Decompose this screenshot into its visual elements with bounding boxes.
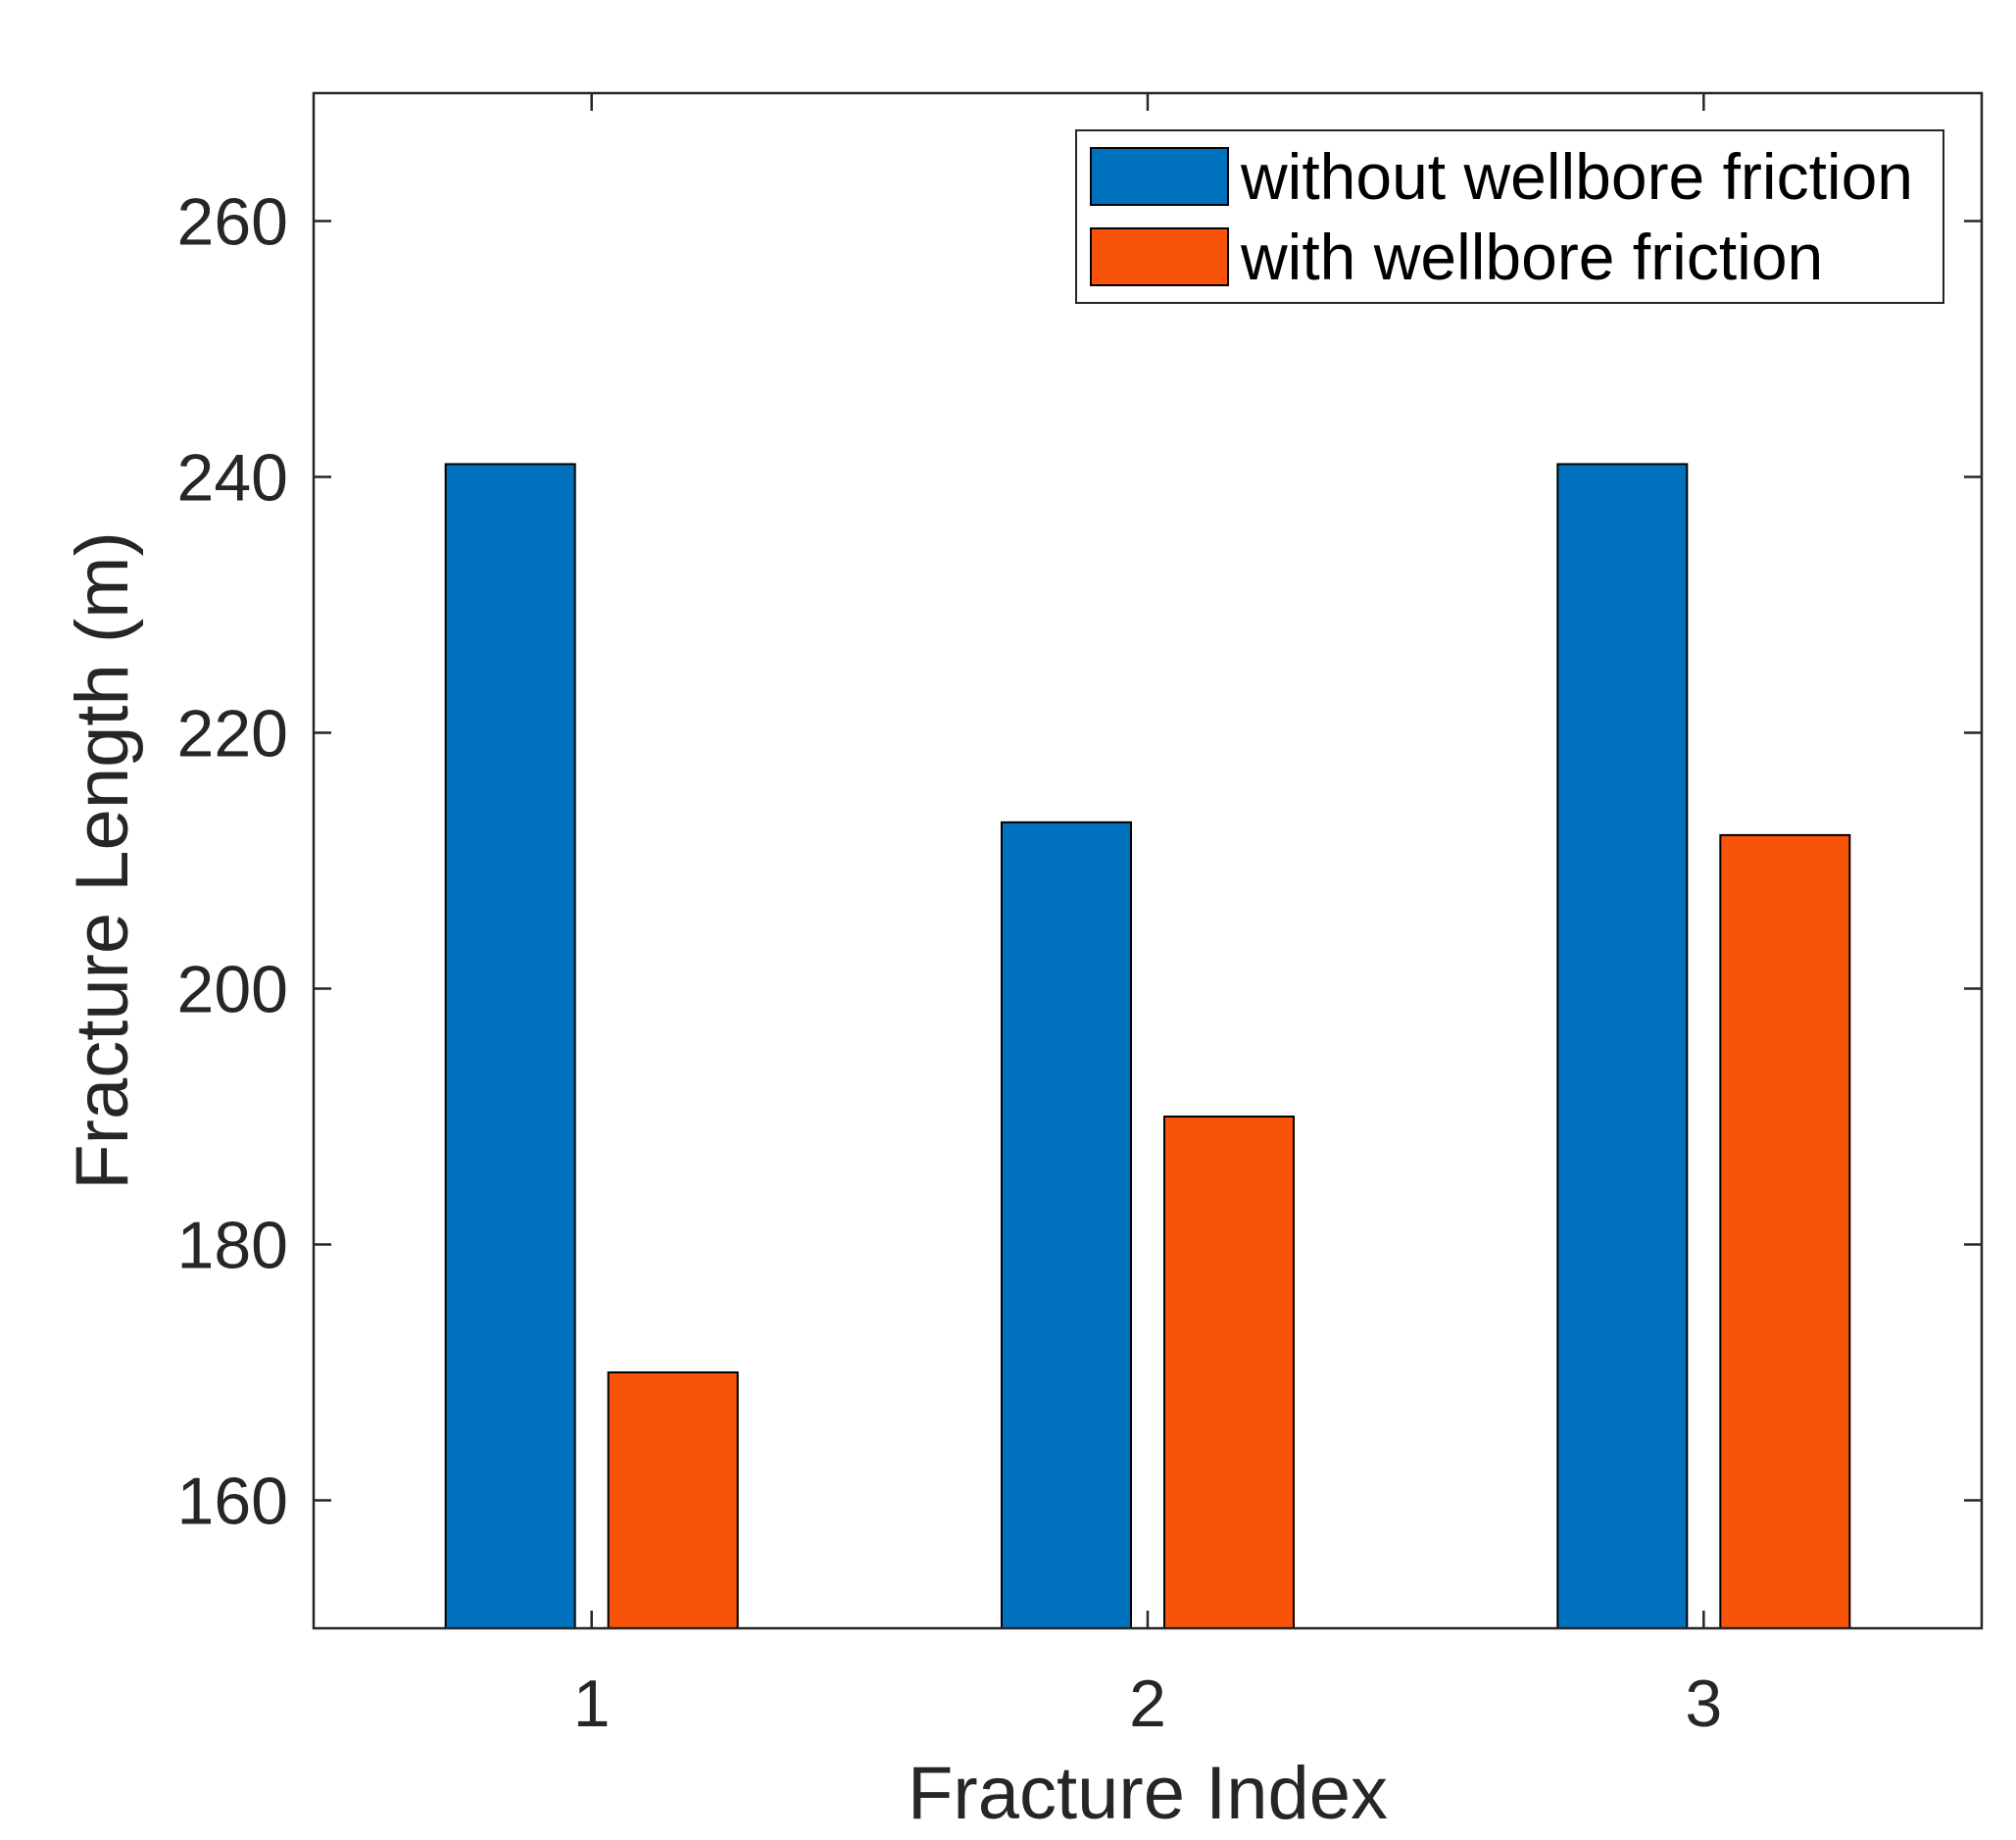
bar-series1-cat3 xyxy=(1556,463,1689,1630)
plot-area-frame xyxy=(312,91,1984,1630)
ticks-group xyxy=(314,93,1982,1628)
y-tick-label-160: 160 xyxy=(177,1465,288,1539)
x-tick-label-3: 3 xyxy=(1685,1666,1722,1741)
legend-label-without-friction: without wellbore friction xyxy=(1240,140,1913,213)
bar-series2-cat2 xyxy=(1163,1116,1295,1629)
y-tick-label-260: 260 xyxy=(177,185,288,260)
x-tick-label-2: 2 xyxy=(1129,1666,1166,1741)
bar-series1-cat2 xyxy=(1001,821,1132,1629)
y-axis-label: Fracture Length (m) xyxy=(61,531,144,1190)
legend-swatch-without-friction xyxy=(1090,147,1229,206)
y-tick-label-220: 220 xyxy=(177,697,288,771)
y-tick-label-180: 180 xyxy=(177,1209,288,1283)
legend-label-with-friction: with wellbore friction xyxy=(1240,221,1823,293)
legend-swatch-with-friction xyxy=(1090,227,1229,286)
bar-series2-cat3 xyxy=(1719,833,1851,1629)
bar-series2-cat1 xyxy=(607,1371,739,1629)
y-tick-label-240: 240 xyxy=(177,441,288,516)
tick-labels-group: 160 180 200 220 240 260 1 2 3 xyxy=(177,185,1723,1742)
bars-group xyxy=(444,463,1851,1630)
x-axis-label: Fracture Index xyxy=(908,1752,1388,1835)
legend: without wellbore friction with wellbore … xyxy=(1075,129,1944,304)
bar-series1-cat1 xyxy=(444,463,576,1630)
x-tick-label-1: 1 xyxy=(573,1666,611,1741)
y-tick-label-200: 200 xyxy=(177,953,288,1027)
